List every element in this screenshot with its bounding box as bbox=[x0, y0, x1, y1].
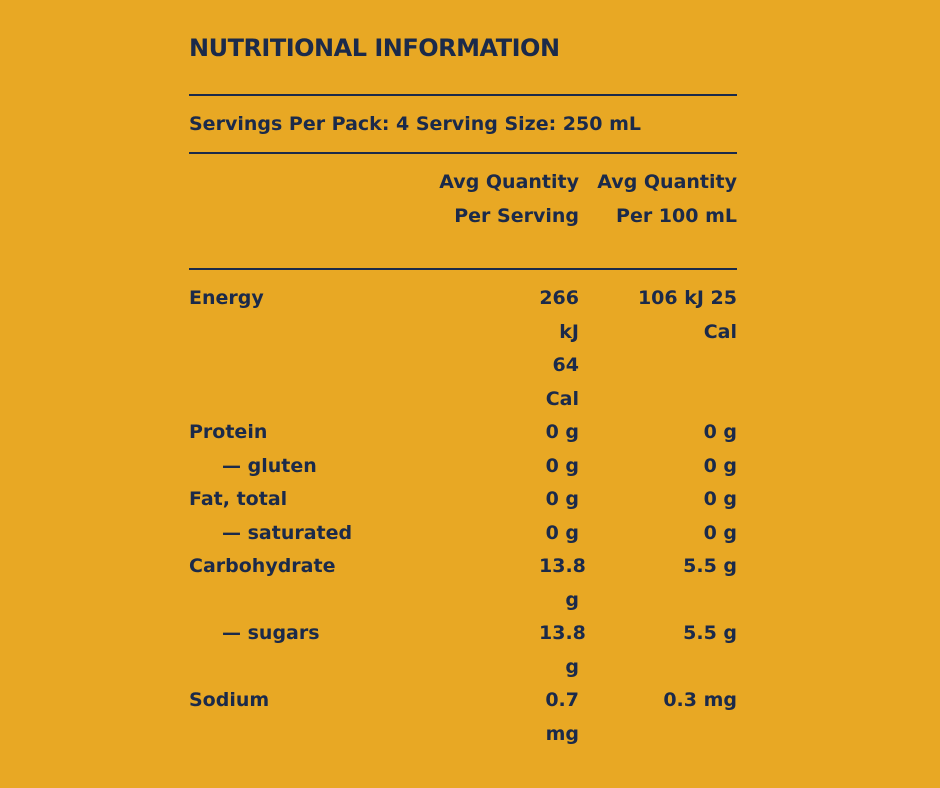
column-header-per-100ml: Avg Quantity Per 100 mL bbox=[597, 171, 737, 227]
per-100ml-value: 106 kJ 25 Cal bbox=[637, 287, 737, 343]
nutrient-name: Protein bbox=[189, 421, 268, 443]
nutrient-name: — gluten bbox=[222, 454, 317, 477]
per-serving-value: 13.8 g bbox=[539, 555, 586, 611]
nutrient-name: — saturated bbox=[222, 521, 353, 544]
nutrient-name: Sodium bbox=[189, 689, 270, 711]
table-row: Energy 266 kJ 64 Cal 106 kJ 25 Cal bbox=[189, 282, 737, 416]
per-serving-value: 0 g bbox=[545, 454, 579, 477]
column-header-per-serving: Avg Quantity Per Serving bbox=[439, 171, 579, 227]
per-100ml-value: 0 g bbox=[703, 454, 737, 477]
nutrient-name: Fat, total bbox=[189, 488, 288, 510]
servings-info: Servings Per Pack: 4 Serving Size: 250 m… bbox=[189, 113, 641, 135]
panel-title: NUTRITIONAL INFORMATION bbox=[189, 34, 560, 62]
nutrient-name: — sugars bbox=[222, 622, 320, 644]
table-row: Carbohydrate 13.8 g 5.5 g bbox=[189, 550, 737, 617]
nutrient-name: Energy bbox=[189, 287, 264, 309]
nutrient-name: Carbohydrate bbox=[189, 555, 336, 577]
table-row: Fat, total 0 g 0 g bbox=[189, 483, 737, 517]
top-divider bbox=[189, 94, 737, 96]
table-row: Sodium 0.7 mg 0.3 mg bbox=[189, 684, 737, 751]
per-100ml-value: 5.5 g bbox=[683, 622, 737, 644]
per-serving-value: 266 kJ 64 Cal bbox=[539, 287, 579, 410]
per-100ml-value: 0 g bbox=[703, 521, 737, 544]
servings-divider bbox=[189, 152, 737, 154]
per-100ml-value: 0.3 mg bbox=[663, 689, 737, 711]
per-serving-value: 0 g bbox=[545, 421, 579, 443]
per-100ml-value: 5.5 g bbox=[683, 555, 737, 577]
table-row: — sugars 13.8 g 5.5 g bbox=[189, 617, 737, 684]
table-row: Protein 0 g 0 g bbox=[189, 416, 737, 450]
per-serving-value: 0.7 mg bbox=[545, 689, 579, 745]
per-100ml-value: 0 g bbox=[703, 421, 737, 443]
nutrient-table: Energy 266 kJ 64 Cal 106 kJ 25 Cal Prote… bbox=[189, 282, 737, 751]
per-serving-value: 0 g bbox=[545, 521, 579, 544]
table-row: — gluten 0 g 0 g bbox=[189, 450, 737, 484]
table-row: — saturated 0 g 0 g bbox=[189, 517, 737, 551]
header-divider bbox=[189, 268, 737, 270]
per-serving-value: 13.8 g bbox=[539, 622, 586, 678]
per-serving-value: 0 g bbox=[545, 488, 579, 510]
per-100ml-value: 0 g bbox=[703, 488, 737, 510]
